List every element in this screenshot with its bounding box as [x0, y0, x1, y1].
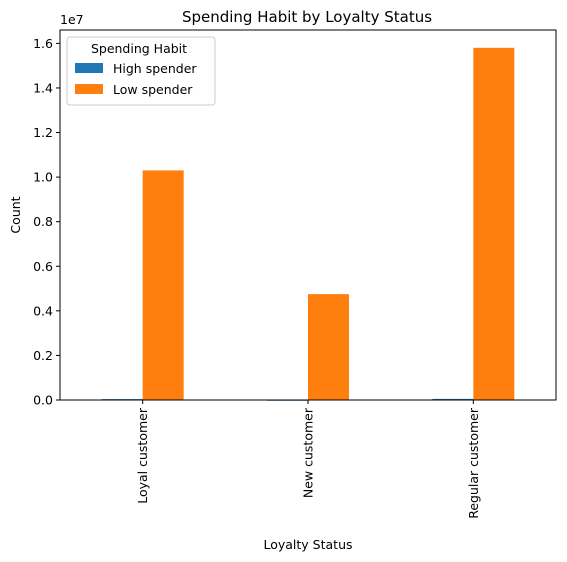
- x-tick-label: Loyal customer: [135, 407, 150, 504]
- y-axis: 0.0 0.2 0.4 0.6 0.8 1.0 1.2 1.4 1.6: [33, 36, 60, 408]
- x-axis: Loyal customer New customer Regular custom…: [135, 400, 481, 519]
- bar-low-spender-new-customer: [308, 294, 349, 400]
- legend-title: Spending Habit: [91, 41, 187, 56]
- chart-title: Spending Habit by Loyalty Status: [182, 8, 432, 26]
- y-tick-label: 0.0: [33, 393, 53, 408]
- y-tick-label: 1.4: [33, 80, 53, 95]
- x-axis-label: Loyalty Status: [263, 537, 352, 552]
- bars-group: [101, 47, 515, 401]
- y-tick-label: 1.6: [33, 36, 53, 51]
- bar-low-spender-loyal-customer: [142, 170, 184, 400]
- bar-high-spender-regular-customer: [432, 398, 474, 401]
- legend-swatch-high-spender: [75, 63, 103, 73]
- y-axis-label: Count: [8, 196, 23, 233]
- y-tick-label: 1.2: [33, 125, 53, 140]
- legend-swatch-low-spender: [75, 84, 103, 94]
- legend: Spending Habit High spender Low spender: [66, 36, 216, 106]
- legend-box: [66, 36, 216, 106]
- legend-label-high-spender: High spender: [113, 61, 197, 76]
- y-tick-label: 0.8: [33, 214, 53, 229]
- y-tick-label: 0.6: [33, 259, 53, 274]
- y-tick-label: 1.0: [33, 170, 53, 185]
- y-axis-multiplier: 1e7: [60, 12, 84, 27]
- x-tick-label: Regular customer: [466, 407, 481, 519]
- y-tick-label: 0.2: [33, 348, 53, 363]
- x-tick-label: New customer: [301, 407, 316, 498]
- bar-low-spender-regular-customer: [473, 47, 515, 400]
- legend-label-low-spender: Low spender: [113, 82, 193, 97]
- y-tick-label: 0.4: [33, 303, 53, 318]
